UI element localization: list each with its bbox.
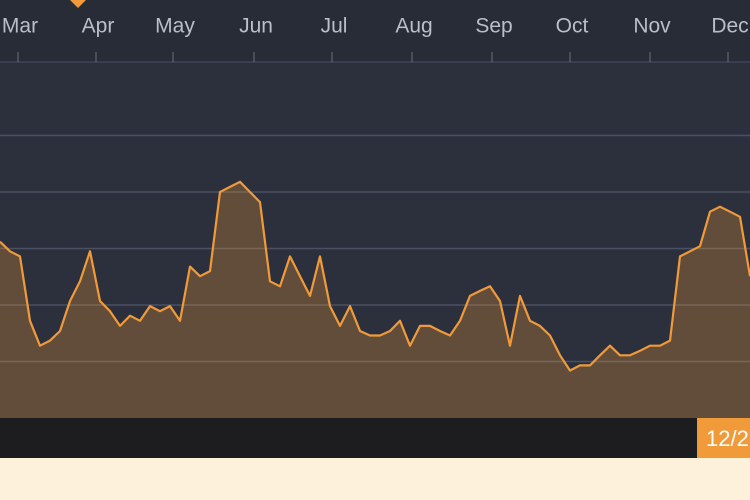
end-label-box [697,418,750,458]
end-label: 12/2 [706,426,749,451]
header-band [0,0,750,62]
marker [70,0,86,8]
plot-area [0,62,750,418]
page-bottom [0,458,750,500]
line [0,180,750,372]
x-tick-label: Sep [475,15,512,38]
x-tick-label: Oct [556,15,589,38]
x-tick-label: May [155,15,195,38]
x-tick-label: Jul [321,15,348,38]
x-tick-label: Dec [711,15,748,38]
footer-band [0,418,750,458]
area-fill [0,181,750,418]
x-tick-label: Nov [633,15,671,38]
x-tick-label: Mar [2,15,38,38]
x-tick-label: Apr [82,15,115,38]
x-tick-label: Aug [395,15,432,38]
x-tick-label: Jun [239,15,273,38]
